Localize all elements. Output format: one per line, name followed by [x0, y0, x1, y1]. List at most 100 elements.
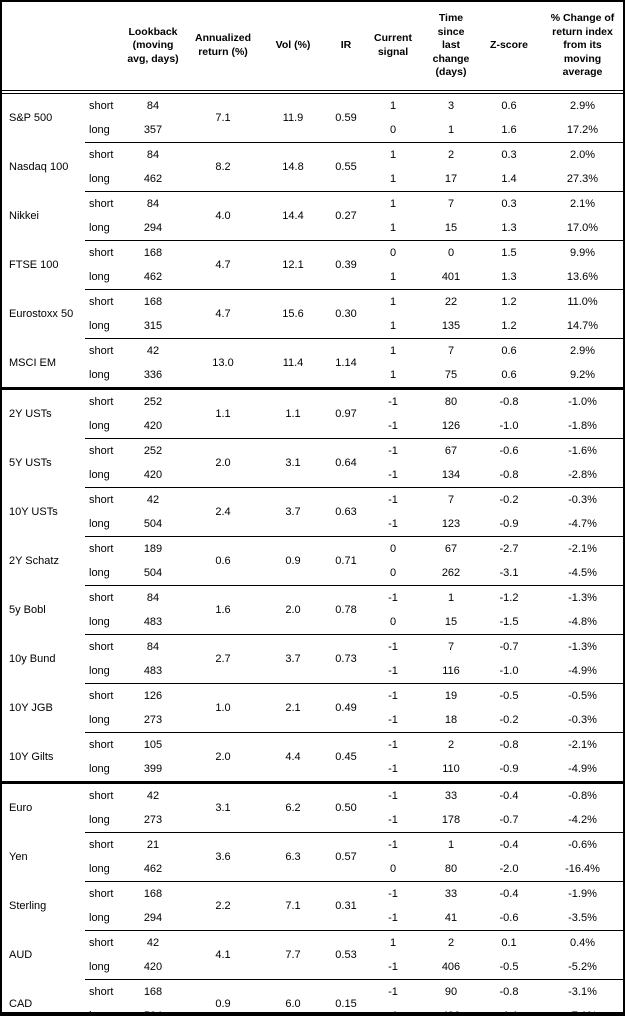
- ir-cell: 0.55: [328, 142, 364, 192]
- lookback-value-cell: 315: [143, 319, 163, 332]
- z-score-cell: -1.0: [499, 419, 519, 432]
- z-score-cell: -1.5: [499, 615, 519, 628]
- time-since-change-cell: 7: [422, 338, 480, 363]
- table-row: long 504 -1 496 -1.1 -7.1%: [2, 1004, 623, 1012]
- table-row: long 357 0 1 1.6 17.2%: [2, 118, 623, 143]
- table-row: long 462 0 80 -2.0 -16.4%: [2, 857, 623, 882]
- lookback-value-cell: 168: [118, 979, 188, 1004]
- pct-change-cell: -0.3%: [568, 713, 597, 726]
- z-score-cell: 1.2: [501, 319, 517, 332]
- ir-cell: 0.39: [328, 240, 364, 290]
- current-signal-cell: -1: [388, 762, 398, 775]
- current-signal-cell: 0: [389, 862, 397, 875]
- z-score-cell: -0.8: [499, 395, 519, 408]
- lookback-value-cell: 42: [118, 338, 188, 363]
- leg-label-cell: short: [89, 99, 114, 112]
- time-since-change-cell: 19: [422, 683, 480, 708]
- pct-change-cell: -1.3%: [538, 634, 623, 659]
- pct-change-cell: 27.3%: [566, 172, 599, 185]
- time-since-change-cell: 123: [441, 517, 461, 530]
- z-score-cell: -0.2: [499, 713, 519, 726]
- current-signal-cell: 0: [389, 123, 397, 136]
- z-score-cell: -2.0: [499, 862, 519, 875]
- vol-cell: 6.3: [258, 832, 328, 882]
- annualized-return-cell: 2.2: [188, 881, 258, 931]
- vol-cell: 12.1: [258, 240, 328, 290]
- leg-label-cell: long: [89, 762, 110, 775]
- leg-label-cell: long: [89, 221, 110, 234]
- asset-name-cell: AUD: [9, 948, 33, 961]
- z-score-cell: -0.8: [480, 732, 538, 757]
- leg-label-cell: short: [89, 789, 114, 802]
- lookback-value-cell: 84: [118, 634, 188, 659]
- section-divider: [2, 387, 623, 390]
- table-body: S&P 500 short 84 7.1 11.9 0.59 1 3 0.6 2.9% long 35…: [2, 92, 623, 1012]
- time-since-change-cell: 2: [422, 732, 480, 757]
- lookback-value-cell: 462: [143, 270, 163, 283]
- annualized-return-cell: 3.6: [188, 832, 258, 882]
- vol-cell: 1.1: [285, 407, 301, 420]
- lookback-value-cell: 273: [143, 813, 163, 826]
- header-pct-change: % Change of return index from its moving…: [538, 2, 623, 94]
- pct-change-cell: -5.2%: [568, 960, 597, 973]
- z-score-cell: -0.9: [499, 762, 519, 775]
- current-signal-cell: -1: [388, 419, 398, 432]
- lookback-value-cell: 126: [118, 683, 188, 708]
- time-since-change-cell: 7: [422, 191, 480, 216]
- asset-name-cell: 2Y USTs: [9, 408, 52, 421]
- z-score-cell: 1.3: [501, 221, 517, 234]
- time-since-change-cell: 126: [441, 419, 461, 432]
- lookback-value-cell: 21: [118, 832, 188, 857]
- header-leg-column: [85, 2, 118, 94]
- vol-cell: 14.4: [258, 191, 328, 241]
- table-row: long 483 0 15 -1.5 -4.8%: [2, 610, 623, 635]
- ir-cell: 0.71: [328, 536, 364, 586]
- time-since-change-cell: 17: [444, 172, 458, 185]
- pct-change-cell: 9.9%: [538, 240, 623, 265]
- time-since-change-cell: 1: [447, 123, 455, 136]
- leg-label-cell: short: [85, 881, 118, 906]
- leg-label-cell: long: [89, 713, 110, 726]
- lookback-value-cell: 105: [118, 732, 188, 757]
- time-since-change-cell: 15: [444, 615, 458, 628]
- time-since-change-cell: 2: [422, 142, 480, 167]
- leg-label-cell: short: [85, 634, 118, 659]
- header-z-score: Z-score: [480, 2, 538, 94]
- ir-cell: 0.73: [328, 634, 364, 684]
- annualized-return-cell: 1.1: [215, 407, 231, 420]
- leg-label-cell: short: [85, 338, 118, 363]
- pct-change-cell: 11.0%: [538, 289, 623, 314]
- table-row: FTSE 100 short 168 4.7 12.1 0.39 0 0 1.5 9.9%: [2, 240, 623, 290]
- time-since-change-cell: 7: [422, 487, 480, 512]
- pct-change-cell: -0.8%: [568, 789, 597, 802]
- pct-change-cell: 2.9%: [569, 99, 596, 112]
- table-row: Yen short 21 3.6 6.3 0.57 -1 1 -0.4 -0.6%: [2, 832, 623, 882]
- z-score-cell: -0.4: [499, 789, 519, 802]
- lookback-value-cell: 252: [143, 395, 163, 408]
- current-signal-cell: 1: [364, 142, 422, 167]
- time-since-change-cell: 406: [441, 960, 461, 973]
- leg-label-cell: long: [89, 319, 110, 332]
- table-row: 2Y USTs short 252 1.1 1.1 0.97 -1 80 -0.8 -1.0%: [2, 390, 623, 420]
- current-signal-cell: 0: [389, 566, 397, 579]
- lookback-value-cell: 294: [143, 911, 163, 924]
- table-row: long 399 -1 110 -0.9 -4.9%: [2, 757, 623, 781]
- leg-label-cell: short: [85, 289, 118, 314]
- ir-cell: 0.31: [328, 881, 364, 931]
- leg-label-cell: short: [89, 395, 114, 408]
- pct-change-cell: 14.7%: [566, 319, 599, 332]
- vol-cell: 3.7: [258, 634, 328, 684]
- current-signal-cell: -1: [364, 683, 422, 708]
- asset-name-cell: Yen: [9, 850, 28, 863]
- annualized-return-cell: 4.0: [188, 191, 258, 241]
- asset-name-cell: 5y Bobl: [9, 603, 46, 616]
- ir-cell: 0.57: [328, 832, 364, 882]
- table-row: long 462 1 17 1.4 27.3%: [2, 167, 623, 192]
- vol-cell: 3.1: [258, 438, 328, 488]
- table-row: 2Y Schatz short 189 0.6 0.9 0.71 0 67 -2.7 -2.1%: [2, 536, 623, 586]
- annualized-return-cell: 1.0: [188, 683, 258, 733]
- header-vol: Vol (%): [258, 2, 328, 94]
- lookback-value-cell: 504: [143, 566, 163, 579]
- z-score-cell: -3.1: [499, 566, 519, 579]
- leg-label-cell: long: [89, 615, 110, 628]
